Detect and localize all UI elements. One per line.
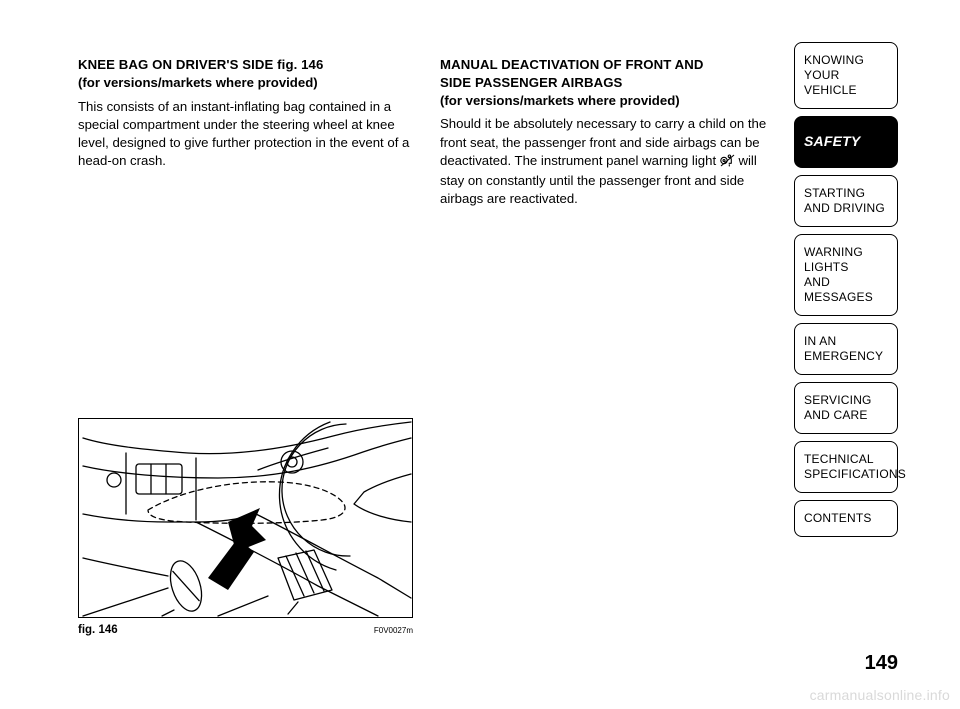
- right-subheading: (for versions/markets where provided): [440, 92, 775, 110]
- right-column: MANUAL DEACTIVATION OF FRONT AND SIDE PA…: [440, 56, 775, 209]
- tab-contents[interactable]: CONTENTS: [794, 500, 898, 537]
- left-body: This consists of an instant-inflating ba…: [78, 98, 413, 171]
- tab-label: KNOWINGYOURVEHICLE: [804, 53, 864, 97]
- side-tab-list: KNOWINGYOURVEHICLE SAFETY STARTINGAND DR…: [794, 42, 898, 544]
- right-heading-line1: MANUAL DEACTIVATION OF FRONT AND: [440, 56, 775, 74]
- tab-label: TECHNICALSPECIFICATIONS: [804, 452, 906, 481]
- tab-knowing-your-vehicle[interactable]: KNOWINGYOURVEHICLE: [794, 42, 898, 109]
- tab-starting-and-driving[interactable]: STARTINGAND DRIVING: [794, 175, 898, 227]
- right-body: Should it be absolutely necessary to car…: [440, 115, 775, 208]
- tab-label: CONTENTS: [804, 511, 872, 525]
- figure-label: fig. 146: [78, 624, 118, 636]
- left-subheading: (for versions/markets where provided): [78, 74, 413, 92]
- tab-label: SERVICINGAND CARE: [804, 393, 872, 422]
- figure-code: F0V0027m: [374, 626, 413, 635]
- passenger-airbag-off-icon: [720, 154, 735, 172]
- tab-label: STARTINGAND DRIVING: [804, 186, 885, 215]
- tab-in-an-emergency[interactable]: IN ANEMERGENCY: [794, 323, 898, 375]
- left-heading: KNEE BAG ON DRIVER'S SIDE fig. 146: [78, 56, 413, 74]
- tab-label: WARNING LIGHTSAND MESSAGES: [804, 245, 873, 304]
- tab-servicing-and-care[interactable]: SERVICINGAND CARE: [794, 382, 898, 434]
- watermark: carmanualsonline.info: [810, 687, 950, 703]
- left-column: KNEE BAG ON DRIVER'S SIDE fig. 146 (for …: [78, 56, 413, 171]
- tab-label: IN ANEMERGENCY: [804, 334, 883, 363]
- tab-safety[interactable]: SAFETY: [794, 116, 898, 168]
- tab-warning-lights[interactable]: WARNING LIGHTSAND MESSAGES: [794, 234, 898, 316]
- tab-label: SAFETY: [804, 133, 860, 149]
- knee-bag-figure: [78, 418, 413, 618]
- tab-technical-specifications[interactable]: TECHNICALSPECIFICATIONS: [794, 441, 898, 493]
- page-number: 149: [865, 652, 898, 675]
- right-body-a: Should it be absolutely necessary to car…: [440, 116, 766, 167]
- right-heading-line2: SIDE PASSENGER AIRBAGS: [440, 74, 775, 92]
- figure-caption-row: fig. 146 F0V0027m: [78, 624, 413, 636]
- manual-page: KNEE BAG ON DRIVER'S SIDE fig. 146 (for …: [0, 0, 960, 709]
